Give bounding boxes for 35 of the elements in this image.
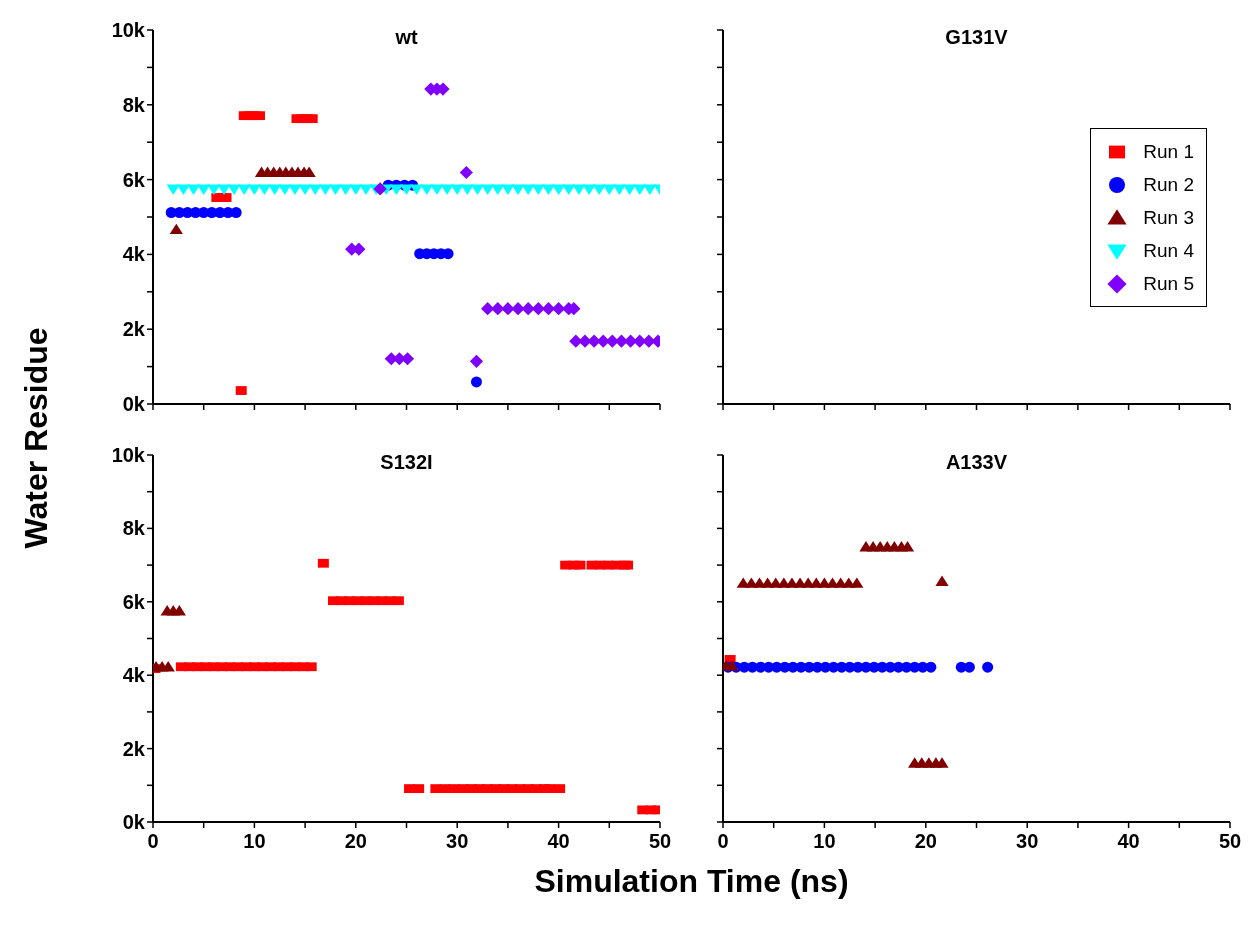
- x-tick-label: 20: [914, 830, 937, 852]
- text: G131V: [944, 26, 1009, 49]
- y-tick-label: 10k: [111, 444, 146, 466]
- x-tick-label: 0: [147, 830, 159, 852]
- legend-label: Run 3: [1143, 206, 1194, 229]
- y-tick-label: 0k: [122, 393, 146, 415]
- x-axis-title: Simulation Time (ns): [533, 863, 850, 900]
- y-tick-label: 0k: [122, 811, 146, 833]
- chart-title: wt: [394, 26, 419, 49]
- x-tick-label: 30: [1016, 830, 1039, 852]
- x-tick-label: 40: [547, 830, 570, 852]
- x-tick-label: 30: [446, 830, 469, 852]
- legend-label: Run 2: [1143, 173, 1194, 196]
- legend-label: Run 4: [1143, 239, 1194, 262]
- y-tick-label: 10k: [111, 19, 146, 41]
- y-axis-title: Water Residue: [17, 327, 55, 549]
- y-tick-label: 4k: [122, 664, 146, 687]
- x-tick-label: 50: [1218, 830, 1242, 852]
- chart-title: A133V: [944, 451, 1009, 474]
- legend-label: Run 5: [1143, 272, 1194, 295]
- x-tick-label: 10: [243, 830, 266, 852]
- x-tick-label: 10: [813, 830, 836, 852]
- y-tick-label: 6k: [122, 590, 146, 613]
- x-tick-label: 40: [1117, 830, 1140, 852]
- chart-title: S132I: [379, 451, 434, 474]
- legend-label: Run 1: [1143, 140, 1194, 163]
- y-tick-label: 4k: [122, 243, 146, 266]
- y-tick-label: 2k: [122, 737, 146, 760]
- x-tick-label: 0: [717, 830, 729, 852]
- y-tick-label: 6k: [122, 168, 146, 191]
- y-tick-label: 8k: [122, 93, 146, 116]
- x-tick-label: 50: [648, 830, 672, 852]
- x-tick-label: 20: [344, 830, 367, 852]
- y-tick-label: 2k: [122, 318, 146, 341]
- y-tick-label: 8k: [122, 517, 146, 540]
